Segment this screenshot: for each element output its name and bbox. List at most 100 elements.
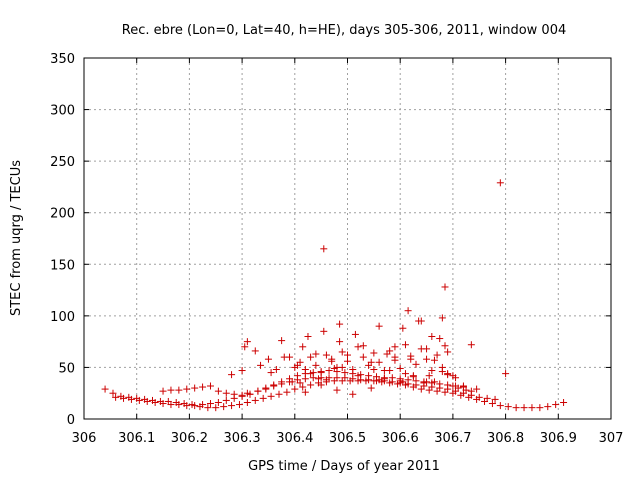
x-tick-label: 306.1 (118, 431, 155, 446)
data-point (386, 367, 394, 375)
data-point (496, 402, 504, 410)
data-point (320, 245, 328, 253)
data-point (109, 389, 117, 397)
data-point (183, 385, 191, 393)
data-point (175, 386, 183, 394)
data-point (544, 403, 552, 411)
y-tick-label: 150 (50, 258, 75, 273)
data-point (325, 367, 333, 375)
data-point (436, 380, 444, 388)
data-point (333, 374, 341, 382)
data-point (502, 370, 510, 378)
data-point (206, 382, 214, 390)
data-point (430, 356, 438, 364)
data-point (388, 374, 396, 382)
data-point (520, 404, 528, 412)
data-point (322, 376, 330, 384)
data-point (222, 396, 230, 404)
data-point (243, 398, 251, 406)
data-point (241, 343, 249, 351)
data-point (412, 377, 420, 385)
data-point (191, 402, 199, 410)
data-point (270, 381, 278, 389)
data-point (243, 338, 251, 346)
data-point (336, 320, 344, 328)
x-ticks: 306 306.1 306.2 306.3 306.4 306.5 306.6 306.7 30… (72, 58, 624, 446)
data-point (354, 343, 362, 351)
data-point (301, 388, 309, 396)
data-point (330, 364, 338, 372)
x-tick-label: 307 (599, 431, 624, 446)
data-point (204, 404, 212, 412)
data-point (228, 371, 236, 379)
data-point (275, 390, 283, 398)
data-point (359, 353, 367, 361)
data-point (243, 389, 251, 397)
data-point (320, 327, 328, 335)
data-point (391, 353, 399, 361)
x-tick-label: 306.6 (382, 431, 419, 446)
data-point (280, 353, 288, 361)
data-point (409, 372, 417, 380)
data-point (183, 402, 191, 410)
data-point (101, 385, 109, 393)
data-point (328, 357, 336, 365)
y-axis-label: STEC from uqrg / TECUs (9, 160, 24, 316)
data-point (167, 401, 175, 409)
data-point (336, 338, 344, 346)
data-point (404, 376, 412, 384)
data-point (238, 367, 246, 375)
data-point (407, 355, 415, 363)
data-point (359, 342, 367, 350)
data-point (452, 374, 460, 382)
data-point (351, 330, 359, 338)
data-point (312, 361, 320, 369)
data-point (288, 378, 296, 386)
grid (84, 58, 611, 419)
x-tick-label: 306.5 (329, 431, 366, 446)
data-point (206, 400, 214, 408)
data-point (475, 393, 483, 401)
x-tick-label: 306.8 (487, 431, 524, 446)
data-point (367, 358, 375, 366)
data-point (272, 365, 280, 373)
data-point (251, 347, 259, 355)
data-point (560, 398, 568, 406)
data-point (259, 394, 267, 402)
data-point (488, 400, 496, 408)
data-point (135, 396, 143, 404)
data-point (444, 381, 452, 389)
data-point (396, 364, 404, 372)
data-point (304, 332, 312, 340)
data-point (401, 370, 409, 378)
data-point (528, 404, 536, 412)
x-tick-label: 306.9 (540, 431, 577, 446)
data-point (214, 387, 222, 395)
data-point (444, 371, 452, 379)
y-tick-label: 350 (50, 52, 75, 67)
data-point (301, 365, 309, 373)
data-point (220, 403, 228, 411)
data-point (199, 401, 207, 409)
data-point (438, 368, 446, 376)
data-point (467, 387, 475, 395)
data-point (370, 365, 378, 373)
data-point (380, 375, 388, 383)
data-point (341, 369, 349, 377)
data-point (349, 365, 357, 373)
data-point (370, 349, 378, 357)
data-point (254, 387, 262, 395)
data-point (344, 351, 351, 359)
points (101, 179, 568, 412)
data-point (278, 337, 286, 345)
data-point (436, 335, 444, 343)
x-tick-label: 306.2 (171, 431, 208, 446)
data-point (473, 385, 481, 393)
data-point (425, 372, 433, 380)
data-point (536, 404, 544, 412)
data-point (312, 350, 320, 358)
data-point (317, 369, 325, 377)
data-point (441, 342, 449, 350)
data-point (307, 353, 315, 361)
data-point (143, 397, 151, 405)
